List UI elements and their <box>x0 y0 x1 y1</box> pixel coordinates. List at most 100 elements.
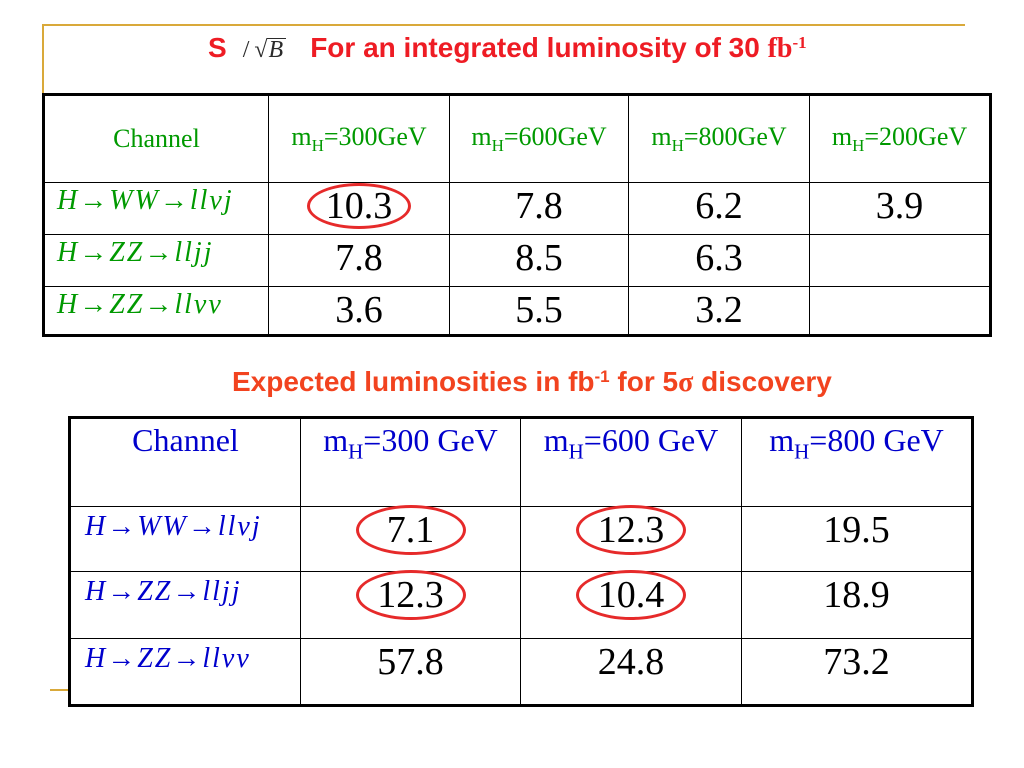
significance-value: 3.9 <box>875 185 924 227</box>
table-row: H→ZZ→llvv 57.8 24.8 73.2 <box>69 638 973 706</box>
subtitle-text-middle: for 5 <box>617 366 679 397</box>
table-row: H→WW→llvj 7.1 12.3 19.5 <box>69 505 973 572</box>
mass-subscript: H <box>491 136 504 156</box>
value-cell: 12.3 <box>520 505 742 572</box>
value-wrap: 10.4 <box>576 570 686 620</box>
significance-value: 3.6 <box>335 289 383 331</box>
mass-value: =600GeV <box>503 121 607 151</box>
luminosity-value: 18.9 <box>823 574 890 616</box>
left-rule <box>42 24 44 94</box>
mass-subscript: H <box>568 439 584 464</box>
significance-value: 7.8 <box>335 237 383 279</box>
value-wrap: 24.8 <box>598 640 665 684</box>
mass-symbol: m <box>471 121 492 151</box>
value-wrap: 8.5 <box>515 236 563 280</box>
value-wrap: 57.8 <box>377 640 444 684</box>
radical-sign: √ <box>254 37 268 63</box>
luminosity-value: 7.1 <box>386 509 435 551</box>
column-header-mass: mH=600GeV <box>449 94 629 183</box>
sigma-symbol: σ <box>678 367 694 398</box>
mass-value: =800GeV <box>683 121 787 151</box>
section-subtitle: Expected luminosities in fb-1 for 5σ dis… <box>232 364 832 401</box>
value-cell: 5.5 <box>449 286 629 336</box>
header-row: Channel mH=300GeV mH=600GeV mH=800GeV mH… <box>43 94 991 183</box>
value-cell <box>809 234 991 287</box>
channel-label: H→ZZ→llvv <box>43 286 269 336</box>
value-cell: 7.1 <box>300 505 521 572</box>
table-row: H→ZZ→lljj 12.3 10.4 18.9 <box>69 570 973 639</box>
slide-title: S / √B For an integrated luminosity of 30 f… <box>208 30 807 68</box>
column-header-mass: mH=600 GeV <box>520 417 742 507</box>
significance-value: 7.8 <box>515 185 563 227</box>
mass-symbol: m <box>291 121 312 151</box>
luminosity-value: 73.2 <box>823 641 890 683</box>
mass-subscript: H <box>311 136 324 156</box>
mass-subscript: H <box>852 136 865 156</box>
value-cell: 12.3 <box>300 570 521 639</box>
value-wrap: 5.5 <box>515 288 563 332</box>
value-wrap: 6.2 <box>695 184 743 228</box>
title-slash: / <box>242 37 250 63</box>
significance-value: 6.3 <box>695 237 743 279</box>
luminosity-value: 19.5 <box>823 509 890 551</box>
luminosity-table: Channel mH=300 GeV mH=600 GeV mH=800 GeV… <box>68 416 974 707</box>
value-wrap: 19.5 <box>823 508 890 552</box>
luminosity-value: 24.8 <box>597 641 665 683</box>
table-row: H→ZZ→llvv 3.6 5.5 3.2 <box>43 286 991 336</box>
value-cell: 6.3 <box>628 234 810 287</box>
subtitle-text-end: discovery <box>701 366 832 397</box>
value-wrap: 12.3 <box>576 505 686 555</box>
channel-label: H→WW→llvj <box>69 506 301 572</box>
column-header-mass: mH=800GeV <box>628 94 810 183</box>
column-header-channel: Channel <box>69 417 301 507</box>
significance-value: 8.5 <box>515 237 563 279</box>
channel-label: H→ZZ→lljj <box>69 571 301 639</box>
value-cell: 3.2 <box>628 286 810 336</box>
mass-value: =300 GeV <box>363 422 498 458</box>
mass-symbol: m <box>543 422 569 458</box>
value-cell: 8.5 <box>449 234 629 287</box>
value-cell: 3.6 <box>268 286 450 336</box>
value-cell: 18.9 <box>741 571 973 639</box>
value-wrap: 3.2 <box>695 288 743 332</box>
sqrt-background-formula: / √B <box>243 37 287 63</box>
mass-value: =600 GeV <box>583 422 719 458</box>
mass-value: =800 GeV <box>809 422 944 458</box>
value-cell <box>809 286 991 336</box>
title-unit-exponent: -1 <box>792 32 807 52</box>
header-row: Channel mH=300 GeV mH=600 GeV mH=800 GeV <box>69 417 973 507</box>
mass-symbol: m <box>323 422 349 458</box>
value-wrap: 10.3 <box>307 183 411 229</box>
value-wrap: 73.2 <box>823 640 890 684</box>
table-row: H→WW→llvj 10.3 7.8 6.2 3.9 <box>43 182 991 235</box>
value-wrap: 3.6 <box>335 288 383 332</box>
significance-value: 6.2 <box>695 185 743 227</box>
value-cell: 19.5 <box>741 506 973 572</box>
top-rule <box>42 24 965 26</box>
mass-symbol: m <box>769 422 795 458</box>
column-header-mass: mH=300 GeV <box>300 417 521 507</box>
column-header-mass: mH=800 GeV <box>741 417 973 507</box>
mass-subscript: H <box>794 439 810 464</box>
mass-value: =300GeV <box>323 121 427 151</box>
value-wrap: 18.9 <box>823 573 890 617</box>
subtitle-text-start: Expected luminosities in fb <box>232 366 595 397</box>
significance-value: 5.5 <box>515 289 563 331</box>
luminosity-value: 12.3 <box>377 574 444 616</box>
mass-subscript: H <box>348 439 364 464</box>
value-wrap: 12.3 <box>355 570 466 620</box>
table-row: H→ZZ→lljj 7.8 8.5 6.3 <box>43 234 991 287</box>
luminosity-value: 57.8 <box>377 641 444 683</box>
luminosity-value: 10.4 <box>597 574 665 616</box>
column-header-channel: Channel <box>43 94 269 183</box>
value-wrap: 7.1 <box>355 505 466 555</box>
value-cell: 24.8 <box>520 638 742 706</box>
channel-label: H→ZZ→llvv <box>69 638 301 706</box>
value-cell: 7.8 <box>268 234 450 287</box>
mass-symbol: m <box>651 121 672 151</box>
channel-label: H→ZZ→lljj <box>43 234 269 287</box>
mass-symbol: m <box>831 121 853 151</box>
column-header-mass: mH=200GeV <box>809 94 991 183</box>
luminosity-value: 12.3 <box>597 509 665 551</box>
title-background-symbol: B <box>266 38 287 62</box>
